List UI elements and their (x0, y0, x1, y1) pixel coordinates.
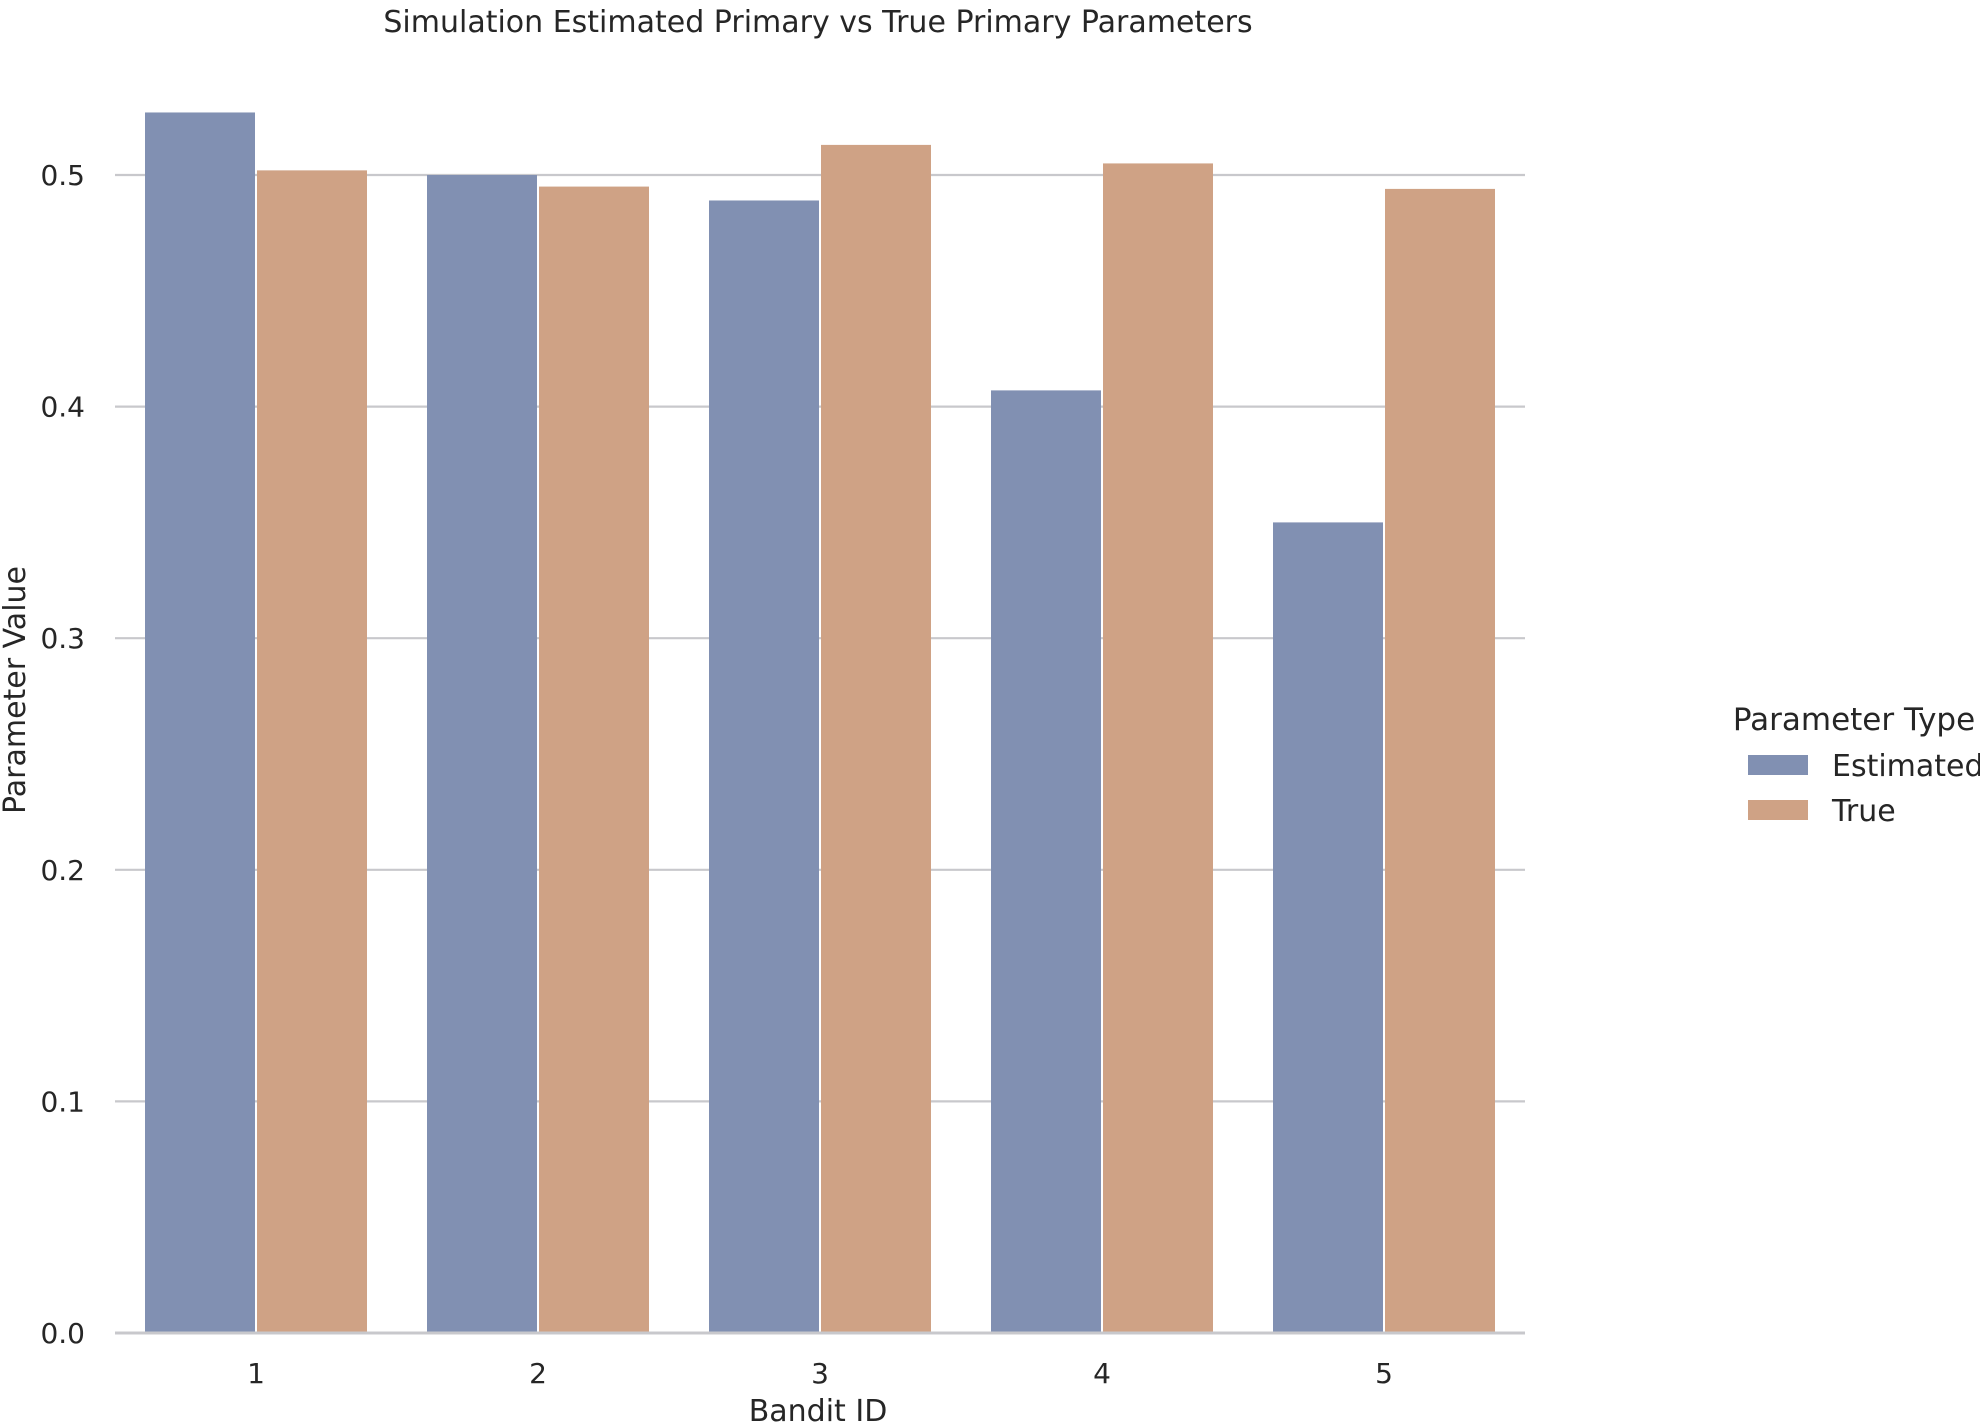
x-tick-label: 5 (1375, 1357, 1393, 1390)
x-tick-label: 1 (247, 1357, 265, 1390)
legend-title: Parameter Type (1733, 702, 1975, 738)
x-tick-label: 4 (1093, 1357, 1111, 1390)
x-axis-label: Bandit ID (749, 1394, 888, 1428)
legend: Parameter Type Estimated True (1733, 702, 1980, 829)
y-tick-label: 0.4 (40, 391, 85, 424)
legend-swatch-true (1748, 800, 1808, 820)
bar-true-1 (257, 170, 367, 1333)
y-tick-label: 0.3 (40, 622, 85, 655)
y-tick-label: 0.5 (40, 159, 85, 192)
y-tick-label: 0.1 (40, 1085, 85, 1118)
y-axis-label: Parameter Value (0, 566, 33, 814)
bars (145, 112, 1495, 1334)
bar-estimated-2 (427, 175, 537, 1333)
x-tick-label: 2 (529, 1357, 547, 1390)
bar-estimated-1 (145, 112, 255, 1333)
bar-true-2 (539, 186, 649, 1334)
legend-label-estimated: Estimated (1832, 749, 1980, 784)
bar-estimated-5 (1273, 522, 1383, 1333)
legend-label-true: True (1831, 794, 1896, 829)
x-tick-label: 3 (811, 1357, 829, 1390)
y-tick-label: 0.0 (40, 1317, 85, 1350)
chart-title: Simulation Estimated Primary vs True Pri… (383, 5, 1252, 40)
bar-estimated-4 (991, 390, 1101, 1333)
bar-true-5 (1385, 188, 1495, 1333)
legend-items: Estimated True (1748, 749, 1980, 829)
y-tick-labels: 0.0 0.1 0.2 0.3 0.4 0.5 (40, 159, 85, 1350)
x-tick-labels: 1 2 3 4 5 (247, 1357, 1393, 1390)
legend-swatch-estimated (1748, 755, 1808, 775)
bar-true-4 (1103, 163, 1213, 1333)
bar-true-3 (821, 144, 931, 1334)
bar-estimated-3 (709, 200, 819, 1334)
y-tick-label: 0.2 (40, 854, 85, 887)
